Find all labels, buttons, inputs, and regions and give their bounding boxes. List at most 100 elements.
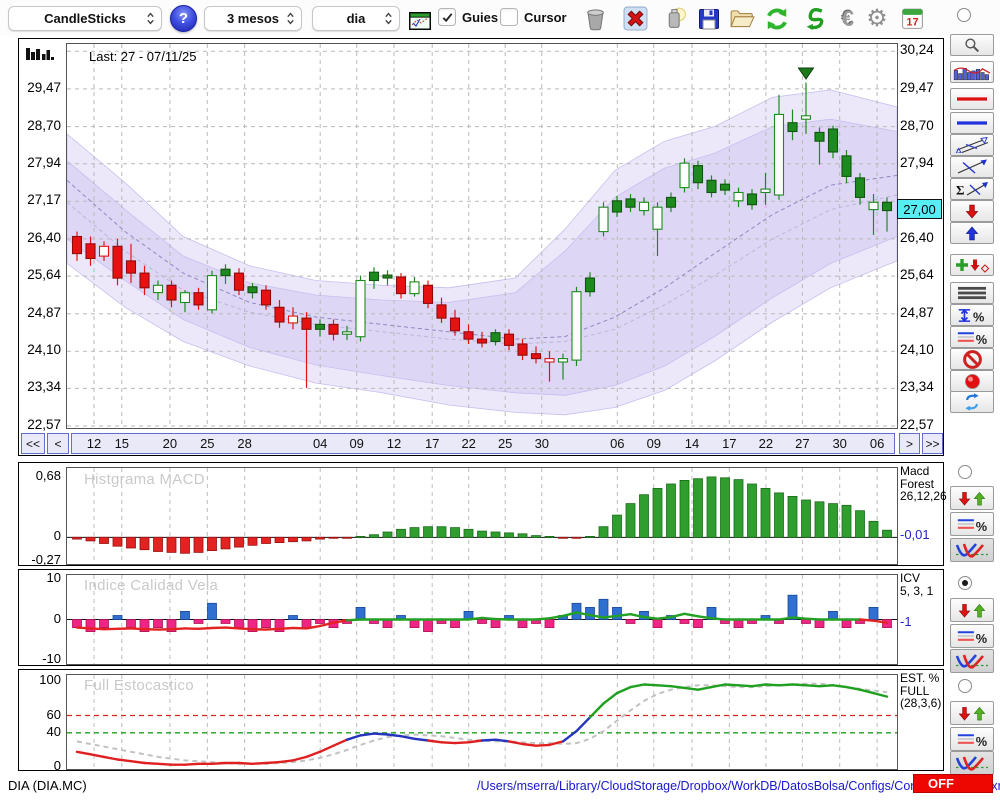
- lines-percent-icon: %: [955, 516, 989, 533]
- zoom-tool-button[interactable]: [950, 34, 994, 56]
- trendline-tool-icon: [954, 159, 990, 175]
- lines-percent-icon: %: [955, 329, 989, 346]
- icv-indicator-name: ICV 5, 3, 1: [900, 572, 933, 597]
- interval-select[interactable]: dia: [312, 6, 400, 31]
- off-toggle[interactable]: OFF: [913, 774, 993, 793]
- settings-button[interactable]: ⚙: [862, 5, 892, 32]
- stoch-lines-percent-button[interactable]: %: [950, 727, 994, 751]
- stoch-curves-button[interactable]: [950, 751, 994, 775]
- trash-button[interactable]: [580, 5, 610, 32]
- macd-radio[interactable]: [958, 465, 972, 479]
- blue-hline-button[interactable]: [950, 112, 994, 134]
- macd-lines-percent-button[interactable]: %: [950, 512, 994, 536]
- chart-type-select[interactable]: CandleSticks: [8, 6, 162, 31]
- stochastic-indicator-name: EST. % FULL (28,3,6): [900, 672, 941, 710]
- date-label: 09: [640, 436, 668, 451]
- volume-icon[interactable]: [25, 45, 55, 63]
- euro-button[interactable]: €: [833, 5, 863, 32]
- sync-green-icon: [802, 6, 827, 31]
- date-label: 06: [603, 436, 631, 451]
- price-tick-label: 29,47: [19, 81, 61, 95]
- guies-checkbox[interactable]: Guies: [438, 8, 498, 26]
- icv-curves-button[interactable]: [950, 649, 994, 673]
- date-label: 25: [491, 436, 519, 451]
- macd-updown-arrows-button[interactable]: [950, 486, 994, 510]
- select-stepper-icon: [384, 11, 393, 26]
- price-tick-label: 23,34: [900, 380, 944, 394]
- snapshot-button[interactable]: [660, 5, 690, 32]
- refresh-blue-button[interactable]: [950, 391, 994, 413]
- lines-percent-icon: %: [955, 731, 989, 748]
- nav-next-button[interactable]: >: [899, 433, 920, 454]
- trendline-tool-button[interactable]: [950, 156, 994, 178]
- add-markers-button[interactable]: [950, 254, 994, 276]
- stochastic-panel: Full Estocastico 10060400 EST. % FULL (2…: [18, 669, 944, 771]
- icv-radio[interactable]: [958, 576, 972, 590]
- guies-label: Guies: [462, 10, 498, 25]
- arrow-down-red-button[interactable]: [950, 200, 994, 222]
- select-stepper-icon: [146, 11, 155, 26]
- calendar-button[interactable]: 17: [897, 5, 927, 32]
- delete-button[interactable]: [620, 5, 650, 32]
- chart-window-button[interactable]: [405, 7, 435, 34]
- price-tick-label: 22,57: [19, 418, 61, 432]
- toolbar: CandleSticks ? 3 mesos dia: [0, 0, 1000, 36]
- icv-lines-percent-button[interactable]: %: [950, 624, 994, 648]
- date-scrollbar[interactable]: 1215202528040912172225300609141722273006: [71, 433, 895, 454]
- checkbox-checked-icon: [438, 8, 456, 26]
- date-label: 22: [752, 436, 780, 451]
- sync-button[interactable]: [799, 5, 829, 32]
- indicator-chart-button[interactable]: [950, 61, 994, 83]
- price-tick-label: 22,57: [900, 418, 944, 432]
- euro-icon: €: [842, 6, 854, 32]
- lines-percent-icon: %: [955, 628, 989, 645]
- disable-button[interactable]: [950, 348, 994, 370]
- refresh-blue-icon: [962, 392, 982, 412]
- channel-tool-button[interactable]: [950, 134, 994, 156]
- nav-first-button[interactable]: <<: [21, 433, 45, 454]
- save-icon: [697, 7, 721, 31]
- save-button[interactable]: [694, 5, 724, 32]
- stoch-radio[interactable]: [958, 679, 972, 693]
- sum-trendline-tool-button[interactable]: Σ: [950, 178, 994, 200]
- candlestick-chart[interactable]: [66, 43, 898, 429]
- mini-chart-icon: [408, 11, 432, 31]
- price-tick-label: 27,94: [19, 156, 61, 170]
- macd-curves-button[interactable]: [950, 538, 994, 562]
- price-tick-label: 30,24: [900, 43, 944, 57]
- icv-updown-arrows-button[interactable]: [950, 598, 994, 622]
- record-button[interactable]: [950, 370, 994, 392]
- price-tick-label: 25,64: [900, 268, 944, 282]
- date-label: 30: [826, 436, 854, 451]
- indicator-tick-label: -10: [19, 652, 61, 666]
- trash-icon: [583, 6, 608, 31]
- help-button[interactable]: ?: [170, 5, 197, 32]
- nav-last-button[interactable]: >>: [922, 433, 943, 454]
- date-label: 28: [231, 436, 259, 451]
- refresh-button[interactable]: [762, 5, 792, 32]
- updown-arrows-icon: [955, 491, 989, 506]
- lines-percent-button[interactable]: %: [950, 326, 994, 348]
- indicator-chart-icon: [953, 64, 991, 81]
- price-tick-label: 29,47: [900, 81, 944, 95]
- vertical-percent-button[interactable]: %: [950, 304, 994, 326]
- open-button[interactable]: [727, 5, 757, 32]
- list-lines-button[interactable]: [950, 282, 994, 304]
- arrow-up-blue-button[interactable]: [950, 222, 994, 244]
- red-hline-button[interactable]: [950, 88, 994, 110]
- indicator-tick-label: 60: [19, 708, 61, 722]
- price-tick-label: 25,64: [19, 268, 61, 282]
- symbol-label: DIA (DIA.MC): [8, 778, 87, 793]
- nav-prev-button[interactable]: <: [47, 433, 69, 454]
- stochastic-watermark: Full Estocastico: [84, 677, 194, 694]
- stoch-updown-arrows-button[interactable]: [950, 701, 994, 725]
- indicator-tick-label: 0: [19, 612, 61, 626]
- period-select[interactable]: 3 mesos: [204, 6, 302, 31]
- red-hline-icon: [954, 93, 990, 105]
- refresh-green-icon: [764, 6, 790, 32]
- top-radio[interactable]: [957, 8, 971, 22]
- date-label: 15: [108, 436, 136, 451]
- svg-text:17: 17: [906, 16, 918, 28]
- add-markers-icon: [954, 257, 990, 273]
- cursor-checkbox[interactable]: Cursor: [500, 8, 567, 26]
